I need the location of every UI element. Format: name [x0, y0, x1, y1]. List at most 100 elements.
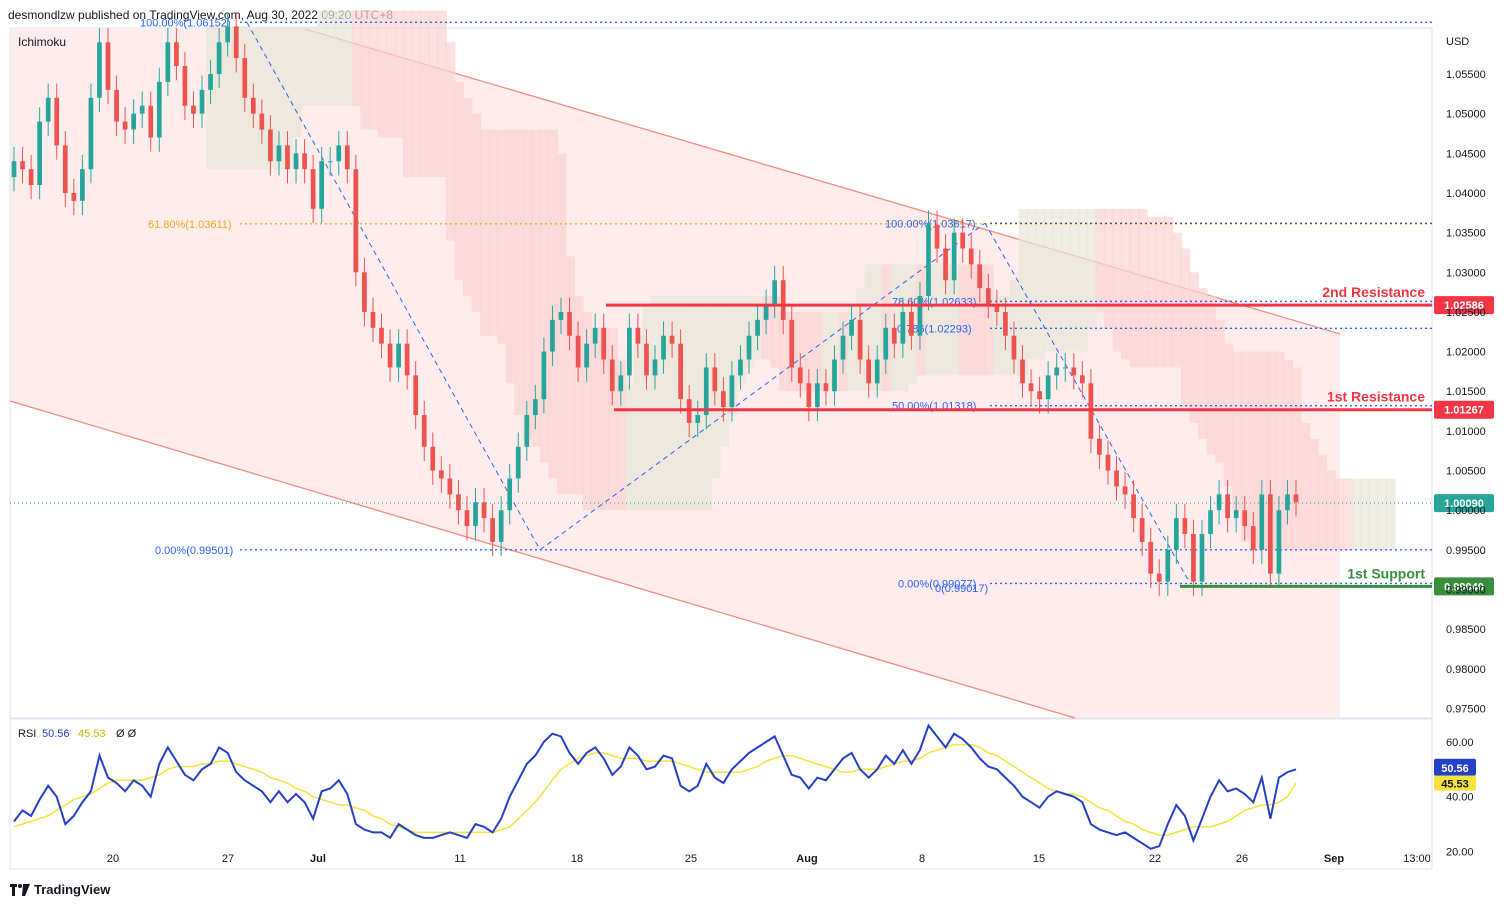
fib-trend-line [984, 222, 1191, 584]
axes: 1.05500 1.05000 1.04500 1.04000 1.03500 1.030… [107, 69, 1486, 865]
candle-body [806, 383, 812, 408]
candle-body [362, 272, 367, 312]
candle-body [327, 161, 333, 163]
cloud-segment [633, 335, 644, 511]
price-tick-label: 1.03500 [1446, 228, 1486, 240]
rsi-lines: RSI 50.56 45.53 Ø Ø 50.56 45.53 [13, 723, 1476, 850]
fib-trend-line [539, 222, 986, 551]
candle-body [866, 359, 872, 384]
candle-body [695, 415, 701, 423]
last-price-tag-bg [1434, 494, 1494, 513]
candle-body [857, 319, 863, 360]
price-tick-label: 1.00000 [1446, 505, 1486, 517]
candle-body [28, 169, 34, 186]
candle-body [832, 359, 837, 392]
footer-brand[interactable]: TradingView [10, 882, 110, 897]
candle-body [746, 335, 752, 360]
cloud-segment [1103, 208, 1114, 328]
price-tick-label: 0.98000 [1446, 664, 1486, 676]
rsi-tick-label: 40.00 [1446, 792, 1474, 804]
cloud-segment [266, 26, 276, 170]
cloud-segment [1112, 208, 1123, 352]
candle-body [1097, 438, 1102, 455]
cloud-segment [1095, 208, 1105, 312]
candle-body [1285, 494, 1290, 511]
cloud-segment [1240, 351, 1251, 542]
cloud-segment [762, 296, 772, 360]
currency-label: USD [1446, 36, 1469, 48]
cloud-segment [223, 26, 234, 170]
candle-body [618, 375, 624, 392]
candle-body [242, 58, 248, 98]
cloud-segment [591, 327, 601, 511]
cloud-segment [821, 311, 832, 392]
candle-body [1062, 367, 1068, 369]
cloud-segment [668, 296, 678, 511]
candle-body [302, 153, 307, 170]
cloud-segment [257, 26, 268, 170]
time-tick-label: 26 [1236, 853, 1248, 865]
cloud-segment [941, 264, 952, 376]
candle-body [1165, 549, 1171, 582]
indicator-label: Ichimoku [18, 35, 66, 49]
rsi-pane-frame [9, 718, 1433, 870]
candle-body [934, 224, 940, 249]
cloud-segment [1129, 208, 1140, 368]
candle-body [977, 264, 983, 289]
fib-level-label: 0.00%(0.99077) [898, 578, 976, 590]
cloud-segment [967, 264, 977, 376]
candle-body [1268, 494, 1273, 574]
candle-body [97, 42, 102, 98]
candle-body [88, 97, 94, 170]
cloud-segment [343, 10, 353, 106]
candle-body [148, 105, 154, 138]
candle-body [430, 446, 436, 471]
cloud-segment [1197, 288, 1208, 439]
candle-body [11, 161, 17, 178]
cloud-segment [1274, 351, 1285, 550]
cloud-segment [1069, 208, 1080, 352]
candle-body [550, 319, 555, 352]
time-tick-label: 13:00 [1403, 853, 1431, 865]
candle-body [276, 145, 282, 162]
cloud-segment [625, 383, 635, 511]
cloud-segment [386, 10, 396, 138]
cloud-segment [1317, 454, 1328, 550]
fib-level-label: 100.00%(1.03617) [885, 218, 976, 230]
cloud-segment [1001, 296, 1011, 376]
cloud-segment [1206, 296, 1217, 455]
rsi-tick-label: 60.00 [1446, 737, 1474, 749]
candle-body [960, 232, 966, 249]
candle-body [541, 351, 547, 400]
time-tick-label: 25 [685, 853, 697, 865]
candle-body [216, 42, 222, 74]
candle-body [669, 335, 675, 344]
candle-body [849, 319, 854, 336]
candle-body [558, 311, 564, 320]
time-tick-label: 11 [454, 853, 465, 865]
level-label: 1st Support [1347, 565, 1425, 581]
candle-body [926, 224, 931, 297]
cloud-segment [309, 26, 319, 106]
fib-level-label: 0.786(1.02293) [897, 323, 972, 335]
candle-body [652, 359, 658, 376]
cloud-segment [796, 311, 806, 392]
candle-body [438, 470, 444, 479]
candle-body [874, 359, 880, 384]
cloud-segment [283, 26, 294, 170]
candle-body [1173, 518, 1179, 550]
cloud-segment [1189, 272, 1199, 423]
price-tag-text: 1.01267 [1444, 405, 1484, 417]
ichimoku-cloud [206, 10, 1396, 550]
candle-body [772, 280, 778, 304]
candle-body [891, 327, 897, 344]
candle-body [524, 415, 530, 447]
candle-body [917, 296, 923, 336]
candle-body [968, 248, 974, 265]
time-tick-label: Aug [796, 853, 817, 865]
time-tick-label: 27 [222, 853, 234, 865]
candle-body [1199, 534, 1205, 582]
candle-body [473, 502, 478, 527]
cloud-segment [1163, 216, 1174, 368]
